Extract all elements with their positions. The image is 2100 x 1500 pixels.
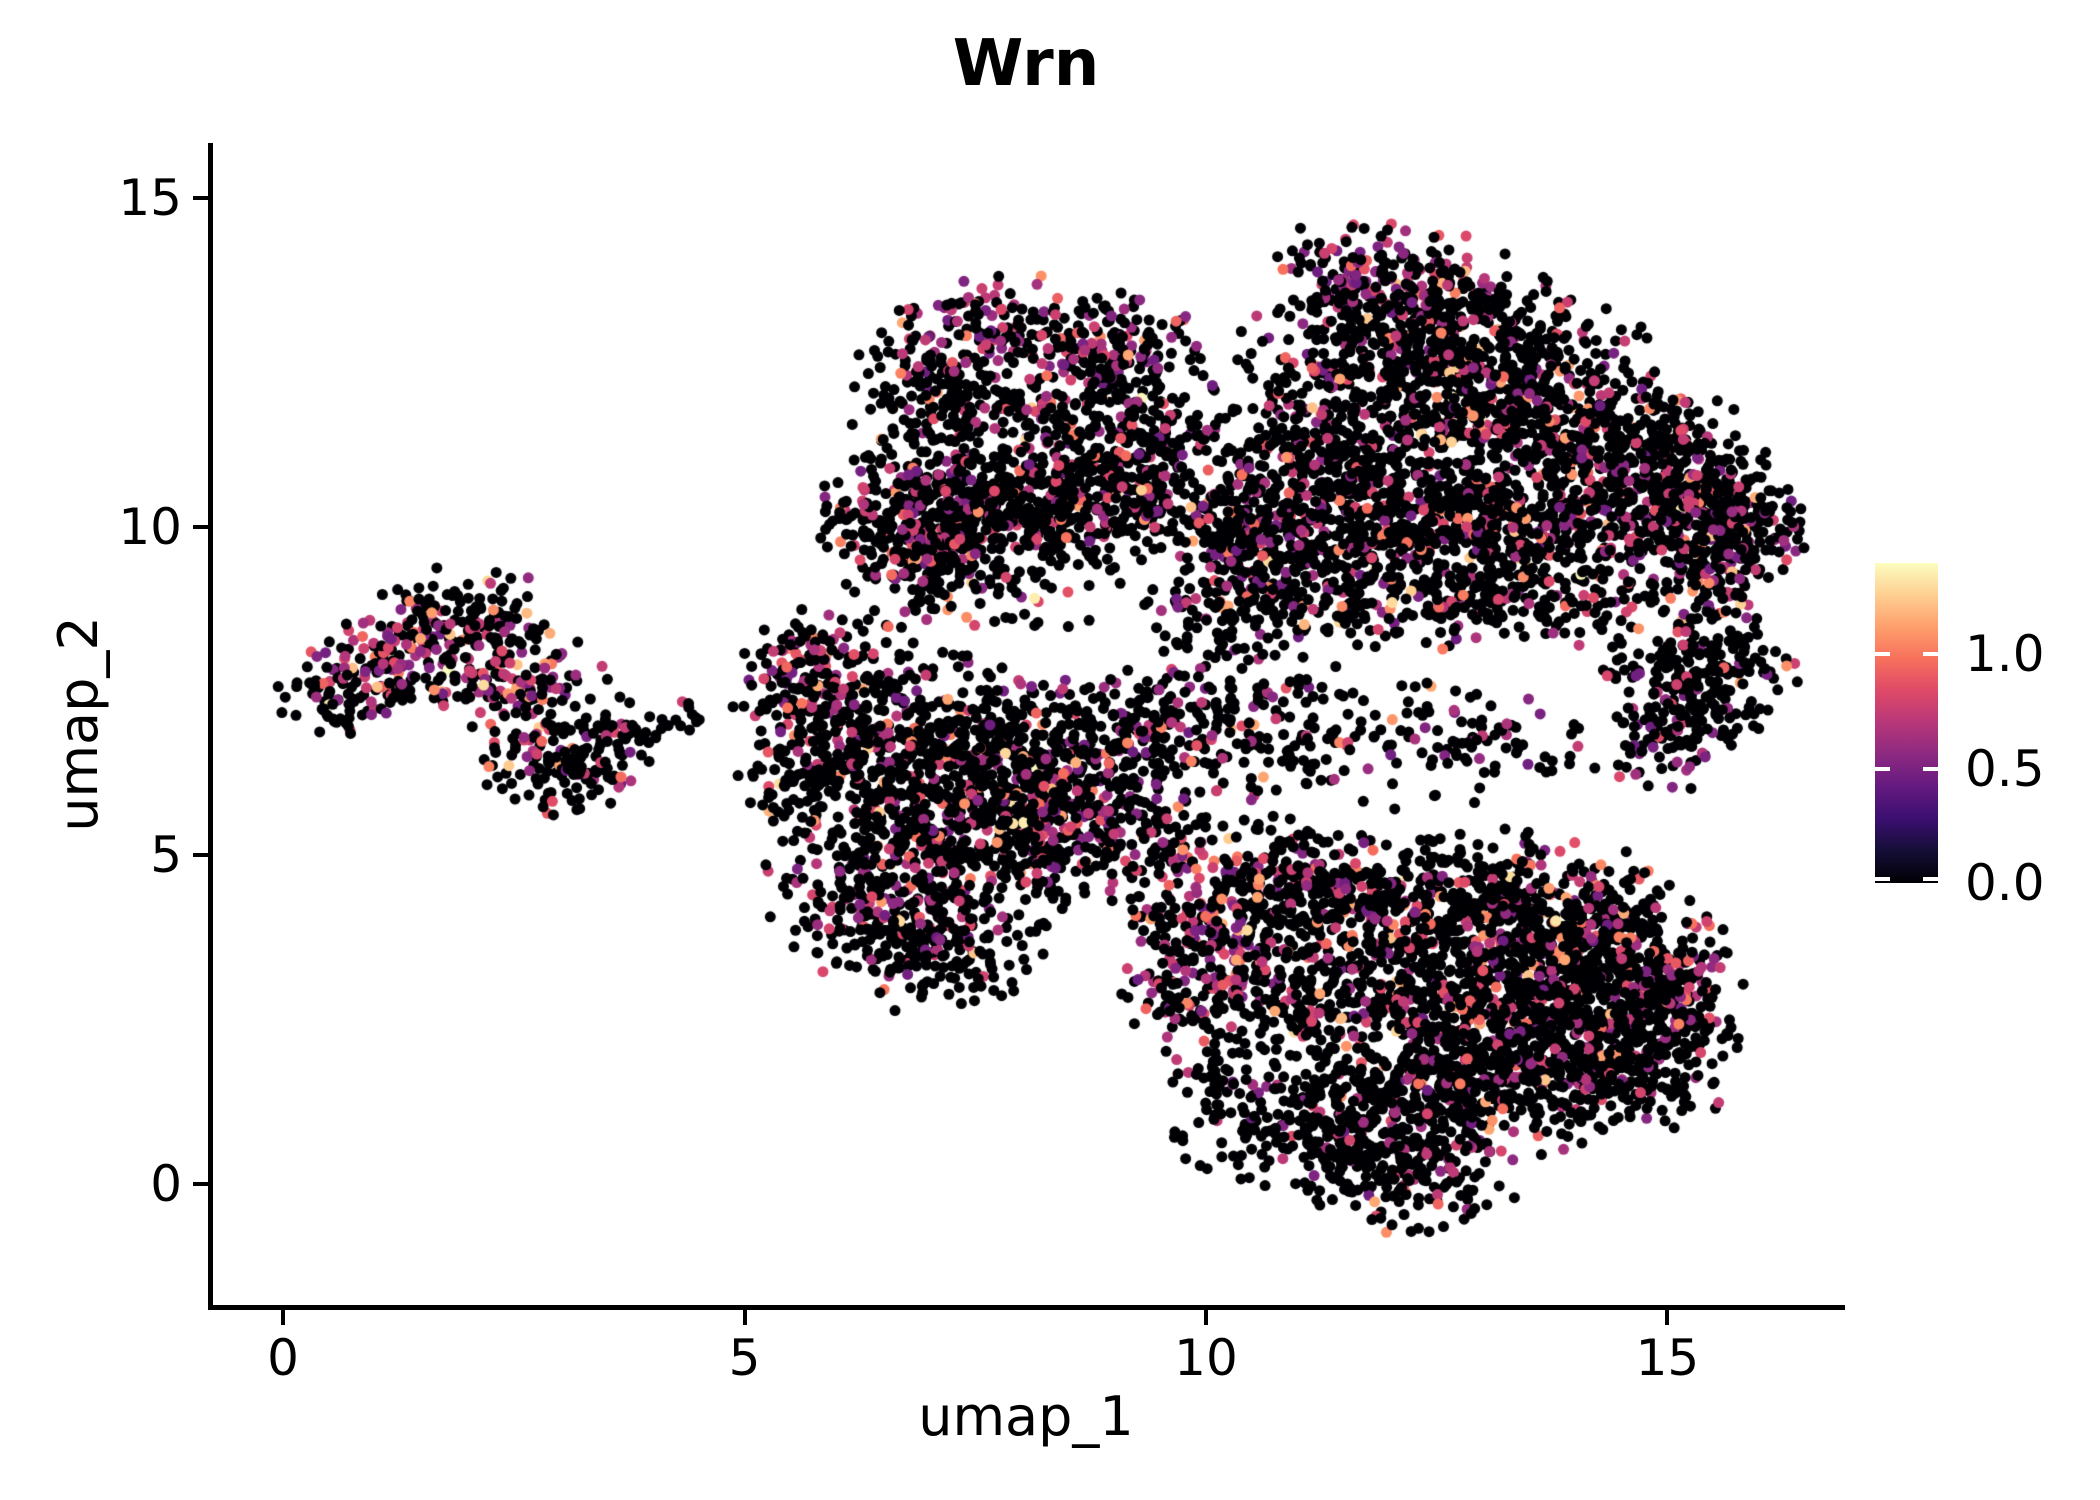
plot-title: Wrn bbox=[952, 27, 1100, 101]
colorbar-tick-mark bbox=[1875, 766, 1890, 771]
y-tick-mark bbox=[193, 524, 208, 529]
x-axis-title: umap_1 bbox=[918, 1385, 1134, 1448]
colorbar-tick-mark bbox=[1875, 877, 1890, 881]
colorbar-tick-label: 1.0 bbox=[1965, 625, 2045, 684]
x-tick-mark bbox=[1665, 1310, 1670, 1325]
y-axis-title: umap_2 bbox=[47, 616, 110, 832]
colorbar-tick-mark bbox=[1923, 766, 1938, 771]
colorbar-tick-label: 0.5 bbox=[1965, 739, 2045, 798]
x-axis-line bbox=[208, 1305, 1845, 1310]
x-tick-label: 10 bbox=[1174, 1329, 1238, 1387]
colorbar-gradient bbox=[1875, 563, 1938, 883]
x-tick-mark bbox=[742, 1310, 747, 1325]
y-axis-line bbox=[208, 143, 213, 1310]
y-tick-label: 15 bbox=[118, 169, 182, 228]
colorbar-tick-mark bbox=[1923, 877, 1938, 881]
y-tick-label: 5 bbox=[150, 826, 182, 885]
y-tick-mark bbox=[193, 196, 208, 201]
x-tick-label: 15 bbox=[1635, 1329, 1700, 1387]
x-tick-mark bbox=[281, 1310, 286, 1325]
y-tick-mark bbox=[193, 1181, 208, 1186]
y-tick-label: 10 bbox=[118, 497, 182, 556]
scatter-canvas bbox=[212, 143, 1840, 1306]
colorbar-tick-label: 0.0 bbox=[1965, 854, 2045, 912]
colorbar-tick-mark bbox=[1875, 652, 1890, 657]
x-tick-label: 0 bbox=[267, 1329, 299, 1387]
y-tick-label: 0 bbox=[150, 1154, 182, 1213]
y-tick-mark bbox=[193, 853, 208, 858]
x-tick-mark bbox=[1203, 1310, 1208, 1325]
colorbar-tick-mark bbox=[1923, 652, 1938, 657]
x-tick-label: 5 bbox=[728, 1329, 761, 1387]
